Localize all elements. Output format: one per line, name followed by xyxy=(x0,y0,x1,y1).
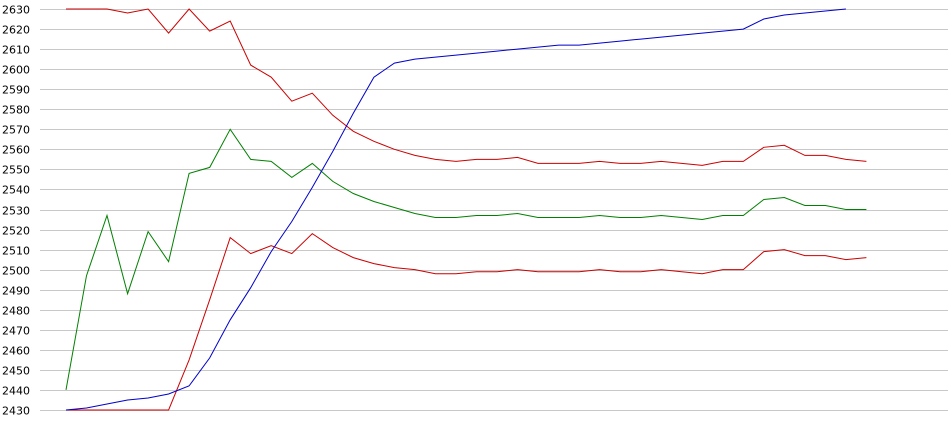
y-tick-label: 2460 xyxy=(2,345,30,358)
series-lines xyxy=(65,8,867,411)
y-tick-label: 2550 xyxy=(2,164,30,177)
y-tick-label: 2570 xyxy=(2,124,30,137)
y-tick-label: 2430 xyxy=(2,405,30,418)
y-tick-label: 2600 xyxy=(2,64,30,77)
series-line-1 xyxy=(66,8,867,166)
series-line-2 xyxy=(65,128,867,390)
y-tick-label: 2450 xyxy=(2,365,30,378)
y-tick-label: 2560 xyxy=(2,144,30,157)
series-line-4 xyxy=(65,8,846,411)
y-tick-label: 2520 xyxy=(2,225,30,238)
y-tick-label: 2490 xyxy=(2,285,30,298)
y-tick-label: 2470 xyxy=(2,325,30,338)
y-tick-label: 2480 xyxy=(2,305,30,318)
y-axis-tick-labels: 2630 2620 2610 2600 2590 2580 2570 2560 2550 2540… xyxy=(2,4,30,418)
y-tick-label: 2540 xyxy=(2,184,30,197)
y-tick-label: 2620 xyxy=(2,24,30,37)
y-tick-label: 2440 xyxy=(2,385,30,398)
y-tick-label: 2500 xyxy=(2,265,30,278)
y-tick-label: 2510 xyxy=(2,245,30,258)
y-tick-label: 2580 xyxy=(2,104,30,117)
y-tick-label: 2610 xyxy=(2,44,30,57)
y-tick-label: 2590 xyxy=(2,84,30,97)
grid-lines xyxy=(40,9,948,411)
series-line-3 xyxy=(66,232,867,411)
y-tick-label: 2630 xyxy=(2,4,30,17)
y-tick-label: 2530 xyxy=(2,205,30,218)
